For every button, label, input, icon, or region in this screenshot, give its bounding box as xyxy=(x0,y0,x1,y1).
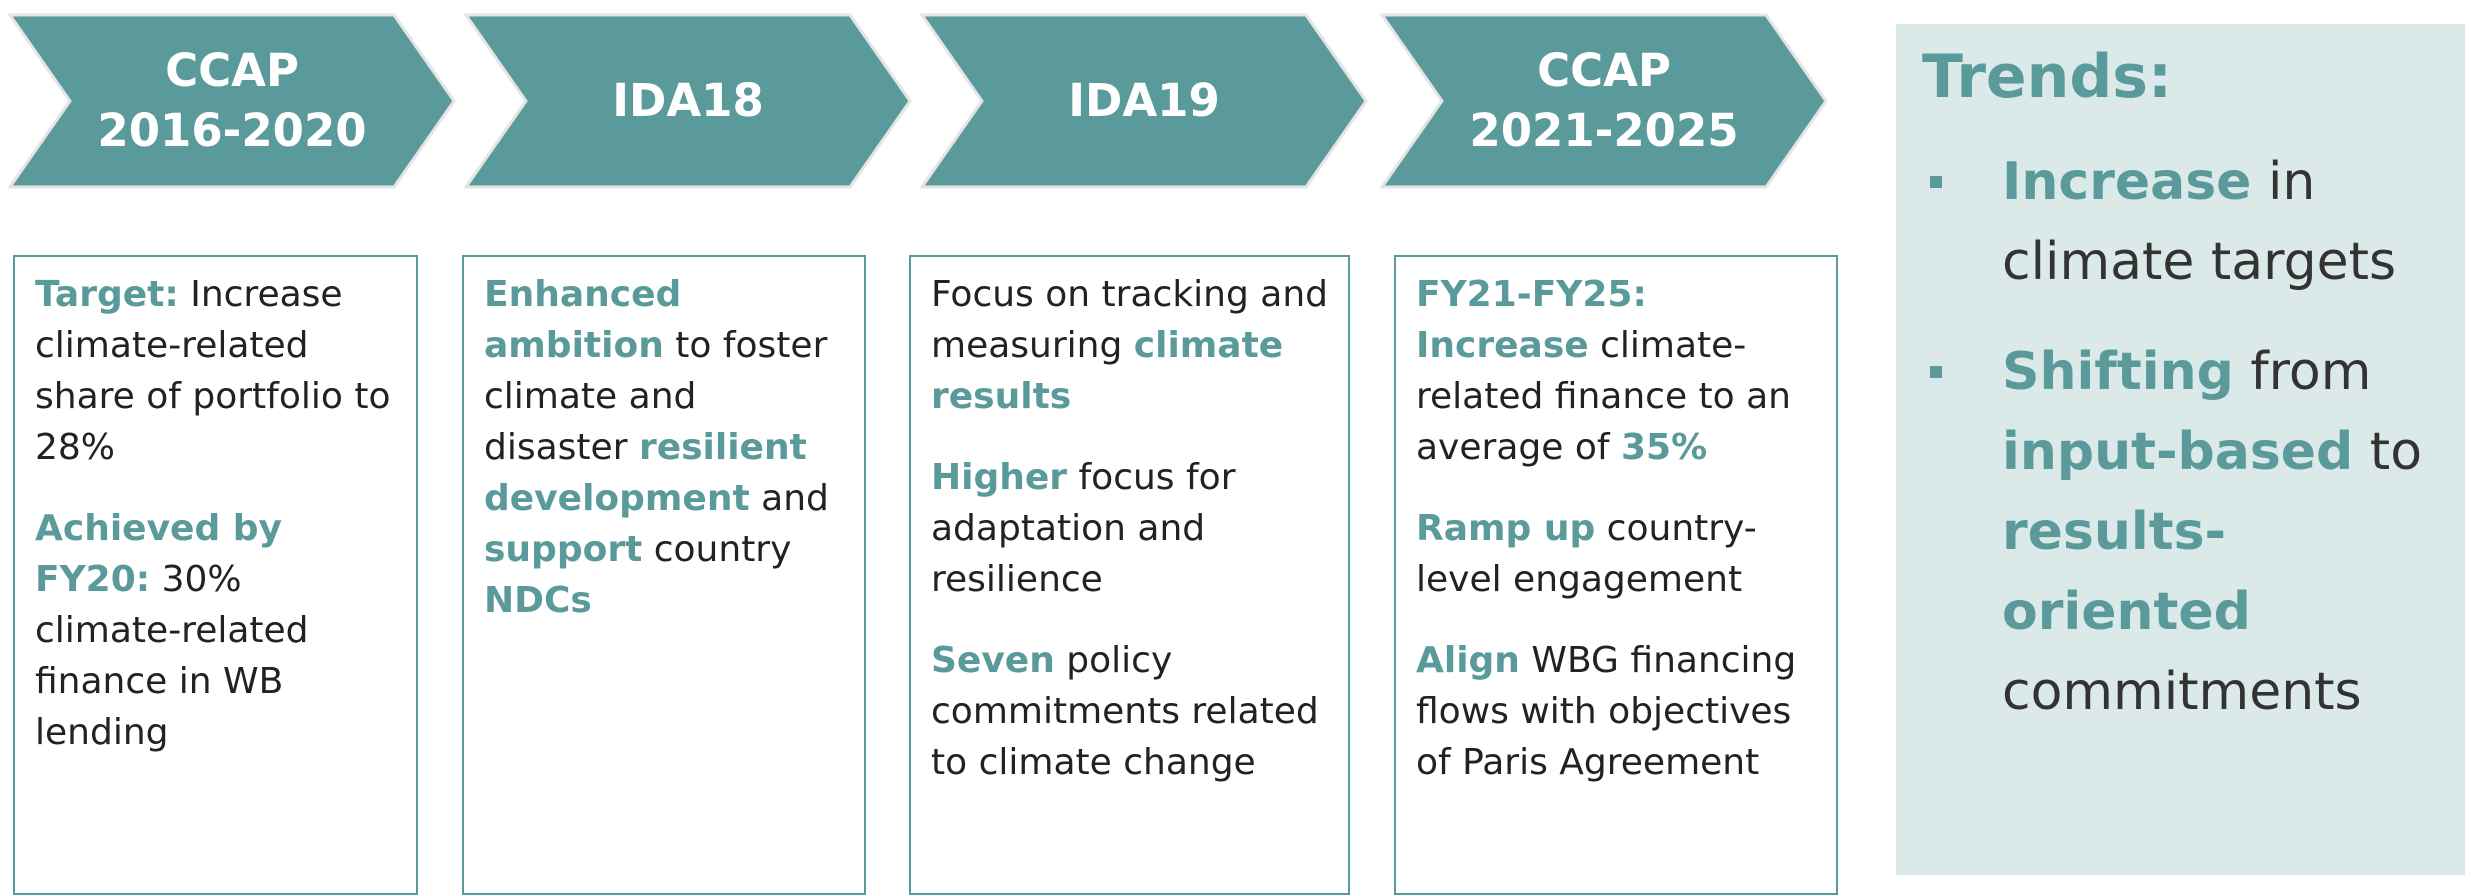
bold-text: Higher xyxy=(931,457,1068,498)
bold-text: 35% xyxy=(1620,427,1708,468)
bold-text: support xyxy=(484,529,643,570)
paragraph: Higher focus for adaptation and resilien… xyxy=(931,452,1328,605)
bold-text: Align xyxy=(1416,640,1520,681)
paragraph: Focus on tracking and measuring climate … xyxy=(931,269,1328,422)
paragraph: Enhanced ambition to foster climate and … xyxy=(484,269,844,626)
bold-text: resilient development xyxy=(484,427,807,519)
text: 30% climate-related finance in WB lendin… xyxy=(35,559,309,753)
text: to foster climate and disaster xyxy=(484,325,828,468)
stage-box: Enhanced ambition to foster climate and … xyxy=(462,255,866,895)
stage-box: FY21-FY25: Increase climate-related fina… xyxy=(1394,255,1838,895)
trends-title: Trends: xyxy=(1922,42,2172,112)
bold-text: Achieved by FY20: xyxy=(35,508,283,600)
chevron-shape xyxy=(464,13,912,189)
bold-text: Target: xyxy=(35,274,179,315)
bullet: Shifting from input-based to results-ori… xyxy=(1922,332,2455,732)
chevron: IDA18 xyxy=(464,13,912,189)
chevron-label: CCAP 2021-2025 xyxy=(1380,13,1828,189)
chevron-label: IDA18 xyxy=(464,13,912,189)
text: policy commitments related to climate ch… xyxy=(931,640,1319,783)
text: from xyxy=(2233,342,2372,402)
paragraph: Align WBG financing flows with objective… xyxy=(1416,635,1816,788)
bullet: Increase in climate targets xyxy=(1922,142,2455,302)
bold-text: Seven xyxy=(931,640,1055,681)
bold-text: Increase xyxy=(2002,152,2252,212)
text: Increase climate-related share of portfo… xyxy=(35,274,391,468)
stage-box: Focus on tracking and measuring climate … xyxy=(909,255,1350,895)
label-line: IDA18 xyxy=(612,74,764,127)
bold-text: results-oriented xyxy=(2002,502,2251,642)
trends-panel: Trends: Increase in climate targets Shift… xyxy=(1896,24,2465,875)
chevron-shape xyxy=(1380,13,1828,189)
chevron: CCAP 2021-2025 xyxy=(1380,13,1828,189)
stage-box: Target: Increase climate-related share o… xyxy=(13,255,418,895)
text: to xyxy=(2353,422,2423,482)
label-line: CCAP xyxy=(1537,44,1671,97)
text: country-level engagement xyxy=(1416,508,1757,600)
trends-list: Increase in climate targets Shifting from… xyxy=(1922,142,2455,732)
text: commitments xyxy=(2002,662,2362,722)
text: Focus on tracking and measuring xyxy=(931,274,1329,366)
chevron: IDA19 xyxy=(920,13,1368,189)
bold-text: climate results xyxy=(931,325,1284,417)
bold-text: NDCs xyxy=(484,580,592,621)
bold-text: FY21-FY25: Increase xyxy=(1416,274,1647,366)
text: focus for adaptation and resilience xyxy=(931,457,1236,600)
paragraph: Target: Increase climate-related share o… xyxy=(35,269,396,473)
bold-text: Enhanced ambition xyxy=(484,274,682,366)
bold-text: Ramp up xyxy=(1416,508,1596,549)
bold-text: input-based xyxy=(2002,422,2354,482)
paragraph: Achieved by FY20: 30% climate-related fi… xyxy=(35,503,396,758)
chevron: CCAP 2016-2020 xyxy=(8,13,456,189)
label-line: 2016-2020 xyxy=(97,104,367,157)
label-line: CCAP xyxy=(165,44,299,97)
paragraph: Seven policy commitments related to clim… xyxy=(931,635,1328,788)
text: WBG financing flows with objectives of P… xyxy=(1416,640,1797,783)
text: in climate targets xyxy=(2002,152,2397,292)
chevron-shape xyxy=(920,13,1368,189)
paragraph: Ramp up country-level engagement xyxy=(1416,503,1816,605)
page: CCAP 2016-2020 Target: Increase climate-re… xyxy=(8,13,2465,895)
chevron-label: IDA19 xyxy=(920,13,1368,189)
text: climate-related finance to an average of xyxy=(1416,325,1791,468)
bold-text: Shifting xyxy=(2002,342,2234,402)
chevron-shape xyxy=(8,13,456,189)
text: and xyxy=(749,478,829,519)
text: country xyxy=(642,529,792,570)
label-line: 2021-2025 xyxy=(1469,104,1739,157)
label-line: IDA19 xyxy=(1068,74,1220,127)
paragraph: FY21-FY25: Increase climate-related fina… xyxy=(1416,269,1816,473)
chevron-label: CCAP 2016-2020 xyxy=(8,13,456,189)
